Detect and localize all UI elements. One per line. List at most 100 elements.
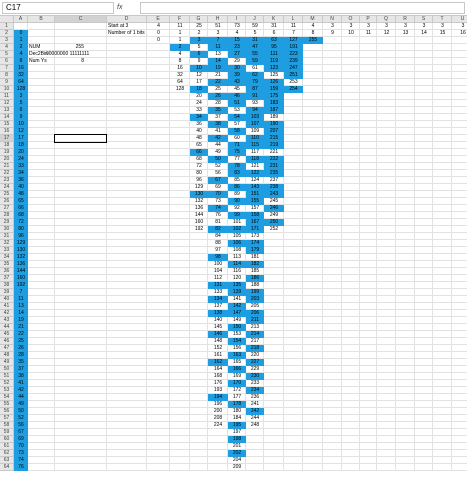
row-header-22[interactable]: 22 bbox=[0, 170, 14, 177]
row-header-4[interactable]: 4 bbox=[0, 44, 14, 51]
column-header-j[interactable]: J bbox=[246, 16, 264, 23]
cell-o2: 10 bbox=[348, 30, 354, 36]
row-header-21[interactable]: 21 bbox=[0, 163, 14, 170]
row-header-54[interactable]: 54 bbox=[0, 394, 14, 401]
row-header-40[interactable]: 40 bbox=[0, 296, 14, 303]
row-header-14[interactable]: 14 bbox=[0, 114, 14, 121]
column-header-p[interactable]: P bbox=[360, 16, 377, 23]
column-header-o[interactable]: O bbox=[342, 16, 360, 23]
row-header-25[interactable]: 25 bbox=[0, 191, 14, 198]
column-header-q[interactable]: Q bbox=[377, 16, 396, 23]
row-header-44[interactable]: 44 bbox=[0, 324, 14, 331]
row-header-16[interactable]: 16 bbox=[0, 128, 14, 135]
row-header-29[interactable]: 29 bbox=[0, 219, 14, 226]
row-header-28[interactable]: 28 bbox=[0, 212, 14, 219]
row-header-17[interactable]: 17 bbox=[0, 135, 14, 142]
row-header-33[interactable]: 33 bbox=[0, 247, 14, 254]
column-header-g[interactable]: G bbox=[190, 16, 208, 23]
row-header-60[interactable]: 60 bbox=[0, 436, 14, 443]
row-header-45[interactable]: 45 bbox=[0, 331, 14, 338]
row-header-52[interactable]: 52 bbox=[0, 380, 14, 387]
active-cell-selection[interactable] bbox=[54, 134, 107, 143]
row-header-35[interactable]: 35 bbox=[0, 261, 14, 268]
cell-h50: 164 bbox=[213, 366, 223, 372]
grid-line-h bbox=[14, 393, 467, 394]
row-header-49[interactable]: 49 bbox=[0, 359, 14, 366]
column-header-r[interactable]: R bbox=[396, 16, 415, 23]
column-header-m[interactable]: M bbox=[303, 16, 323, 23]
row-header-57[interactable]: 57 bbox=[0, 415, 14, 422]
row-header-19[interactable]: 19 bbox=[0, 149, 14, 156]
row-header-51[interactable]: 51 bbox=[0, 373, 14, 380]
row-header-3[interactable]: 3 bbox=[0, 37, 14, 44]
column-header-a[interactable]: A bbox=[14, 16, 28, 23]
column-header-t[interactable]: T bbox=[433, 16, 452, 23]
column-header-k[interactable]: K bbox=[264, 16, 284, 23]
row-header-23[interactable]: 23 bbox=[0, 177, 14, 184]
row-header-47[interactable]: 47 bbox=[0, 345, 14, 352]
row-header-20[interactable]: 20 bbox=[0, 156, 14, 163]
row-header-10[interactable]: 10 bbox=[0, 86, 14, 93]
row-header-13[interactable]: 13 bbox=[0, 107, 14, 114]
row-header-30[interactable]: 30 bbox=[0, 226, 14, 233]
row-header-39[interactable]: 39 bbox=[0, 289, 14, 296]
cell-h31: 84 bbox=[215, 233, 221, 239]
row-header-50[interactable]: 50 bbox=[0, 366, 14, 373]
column-header-e[interactable]: E bbox=[147, 16, 170, 23]
row-header-1[interactable]: 1 bbox=[0, 23, 14, 30]
row-header-8[interactable]: 8 bbox=[0, 72, 14, 79]
function-icon[interactable]: fx bbox=[117, 4, 123, 11]
row-header-34[interactable]: 34 bbox=[0, 254, 14, 261]
row-header-11[interactable]: 11 bbox=[0, 93, 14, 100]
column-header-c[interactable]: C bbox=[55, 16, 107, 23]
cell-k26: 245 bbox=[269, 198, 279, 204]
row-header-26[interactable]: 26 bbox=[0, 198, 14, 205]
row-header-56[interactable]: 56 bbox=[0, 408, 14, 415]
row-header-9[interactable]: 9 bbox=[0, 79, 14, 86]
column-header-b[interactable]: B bbox=[28, 16, 55, 23]
cell-k21: 231 bbox=[264, 163, 284, 170]
column-header-d[interactable]: D bbox=[107, 16, 147, 23]
row-header-59[interactable]: 59 bbox=[0, 429, 14, 436]
row-header-18[interactable]: 18 bbox=[0, 142, 14, 149]
formula-input[interactable] bbox=[140, 2, 465, 14]
row-header-31[interactable]: 31 bbox=[0, 233, 14, 240]
name-box[interactable]: C17 bbox=[2, 2, 114, 14]
column-header-u[interactable]: U bbox=[452, 16, 467, 23]
row-header-7[interactable]: 7 bbox=[0, 65, 14, 72]
row-header-42[interactable]: 42 bbox=[0, 310, 14, 317]
column-header-h[interactable]: H bbox=[208, 16, 228, 23]
row-header-36[interactable]: 36 bbox=[0, 268, 14, 275]
row-header-64[interactable]: 64 bbox=[0, 464, 14, 471]
row-header-58[interactable]: 58 bbox=[0, 422, 14, 429]
row-header-43[interactable]: 43 bbox=[0, 317, 14, 324]
row-header-48[interactable]: 48 bbox=[0, 352, 14, 359]
row-header-15[interactable]: 15 bbox=[0, 121, 14, 128]
row-header-61[interactable]: 61 bbox=[0, 443, 14, 450]
row-header-55[interactable]: 55 bbox=[0, 401, 14, 408]
row-header-24[interactable]: 24 bbox=[0, 184, 14, 191]
cell-f7: 16 bbox=[177, 65, 183, 71]
row-header-46[interactable]: 46 bbox=[0, 338, 14, 345]
row-header-41[interactable]: 41 bbox=[0, 303, 14, 310]
select-all-corner[interactable] bbox=[0, 16, 14, 23]
row-header-12[interactable]: 12 bbox=[0, 100, 14, 107]
row-header-2[interactable]: 2 bbox=[0, 30, 14, 37]
row-header-27[interactable]: 27 bbox=[0, 205, 14, 212]
row-header-53[interactable]: 53 bbox=[0, 387, 14, 394]
column-header-l[interactable]: L bbox=[284, 16, 303, 23]
cell-a61: 70 bbox=[14, 443, 28, 450]
cell-h56: 200 bbox=[213, 408, 223, 414]
row-header-62[interactable]: 62 bbox=[0, 450, 14, 457]
column-header-f[interactable]: F bbox=[170, 16, 190, 23]
column-header-n[interactable]: N bbox=[323, 16, 342, 23]
row-header-6[interactable]: 6 bbox=[0, 58, 14, 65]
row-header-63[interactable]: 63 bbox=[0, 457, 14, 464]
column-header-i[interactable]: I bbox=[228, 16, 246, 23]
column-header-s[interactable]: S bbox=[415, 16, 433, 23]
row-header-32[interactable]: 32 bbox=[0, 240, 14, 247]
cell-j12: 93 bbox=[252, 100, 258, 106]
row-header-37[interactable]: 37 bbox=[0, 275, 14, 282]
row-header-5[interactable]: 5 bbox=[0, 51, 14, 58]
row-header-38[interactable]: 38 bbox=[0, 282, 14, 289]
